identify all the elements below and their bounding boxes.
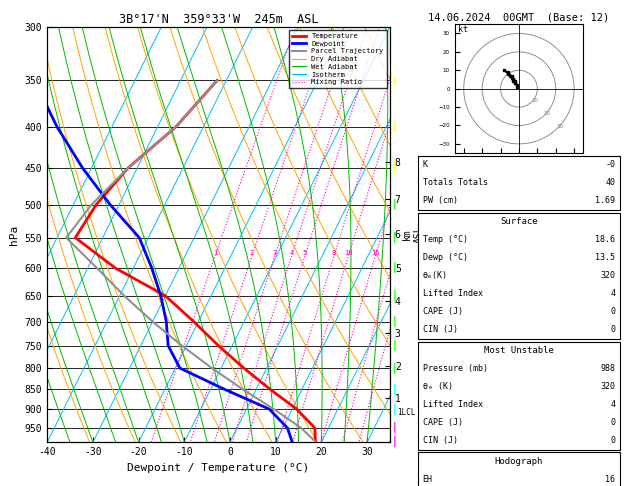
Text: kt: kt: [458, 25, 468, 34]
Text: |: |: [393, 232, 397, 243]
Text: 988: 988: [600, 364, 615, 373]
Text: 1.69: 1.69: [595, 196, 615, 206]
Text: 3: 3: [272, 250, 277, 256]
Text: 4: 4: [610, 289, 615, 298]
Text: Lifted Index: Lifted Index: [423, 289, 482, 298]
Legend: Temperature, Dewpoint, Parcel Trajectory, Dry Adiabat, Wet Adiabat, Isotherm, Mi: Temperature, Dewpoint, Parcel Trajectory…: [289, 30, 386, 88]
Text: θₑ (K): θₑ (K): [423, 382, 453, 391]
Text: 14.06.2024  00GMT  (Base: 12): 14.06.2024 00GMT (Base: 12): [428, 12, 610, 22]
Text: |: |: [393, 436, 397, 447]
Text: 0: 0: [610, 325, 615, 334]
Text: 4: 4: [610, 400, 615, 409]
Text: Surface: Surface: [500, 217, 538, 226]
Text: CAPE (J): CAPE (J): [423, 418, 463, 427]
Text: 40: 40: [605, 178, 615, 188]
Y-axis label: km
ASL: km ASL: [402, 226, 424, 243]
Text: 10: 10: [344, 250, 353, 256]
Text: |: |: [393, 363, 397, 374]
Text: θₑ(K): θₑ(K): [423, 271, 448, 280]
Text: Temp (°C): Temp (°C): [423, 235, 468, 244]
Text: © weatheronline.co.uk: © weatheronline.co.uk: [470, 471, 567, 480]
Text: CIN (J): CIN (J): [423, 325, 458, 334]
Text: |: |: [393, 422, 397, 434]
Text: |: |: [393, 162, 397, 174]
Text: Dewp (°C): Dewp (°C): [423, 253, 468, 262]
Text: Hodograph: Hodograph: [495, 457, 543, 466]
Text: 1: 1: [213, 250, 217, 256]
Text: |: |: [393, 316, 397, 327]
Text: 2: 2: [250, 250, 254, 256]
Text: 4: 4: [289, 250, 294, 256]
Text: K: K: [423, 160, 428, 170]
Text: |: |: [393, 262, 397, 274]
Text: 1LCL: 1LCL: [397, 408, 415, 417]
Text: 20: 20: [544, 111, 551, 116]
Text: |: |: [393, 403, 397, 415]
Text: Most Unstable: Most Unstable: [484, 346, 554, 355]
Text: 320: 320: [600, 382, 615, 391]
Text: |: |: [393, 75, 397, 86]
Text: 30: 30: [557, 124, 564, 129]
Text: 5: 5: [303, 250, 307, 256]
Text: |: |: [393, 290, 397, 301]
Title: 3B°17'N  359°33'W  245m  ASL: 3B°17'N 359°33'W 245m ASL: [119, 13, 318, 26]
Text: CIN (J): CIN (J): [423, 436, 458, 445]
Text: 0: 0: [610, 436, 615, 445]
Text: 13.5: 13.5: [595, 253, 615, 262]
Text: 18.6: 18.6: [595, 235, 615, 244]
Text: 0: 0: [610, 307, 615, 316]
Text: Totals Totals: Totals Totals: [423, 178, 487, 188]
X-axis label: Dewpoint / Temperature (°C): Dewpoint / Temperature (°C): [128, 463, 309, 473]
Text: |: |: [393, 199, 397, 210]
Text: Pressure (mb): Pressure (mb): [423, 364, 487, 373]
Text: 0: 0: [610, 418, 615, 427]
Text: 16: 16: [605, 475, 615, 484]
Text: EH: EH: [423, 475, 433, 484]
Text: 15: 15: [371, 250, 379, 256]
Text: |: |: [393, 383, 397, 395]
Text: 10: 10: [532, 98, 538, 103]
Text: 8: 8: [332, 250, 336, 256]
Text: |: |: [393, 122, 397, 132]
Y-axis label: hPa: hPa: [9, 225, 19, 244]
Text: CAPE (J): CAPE (J): [423, 307, 463, 316]
Text: PW (cm): PW (cm): [423, 196, 458, 206]
Text: |: |: [393, 340, 397, 351]
Text: -0: -0: [605, 160, 615, 170]
Text: 320: 320: [600, 271, 615, 280]
Text: Lifted Index: Lifted Index: [423, 400, 482, 409]
